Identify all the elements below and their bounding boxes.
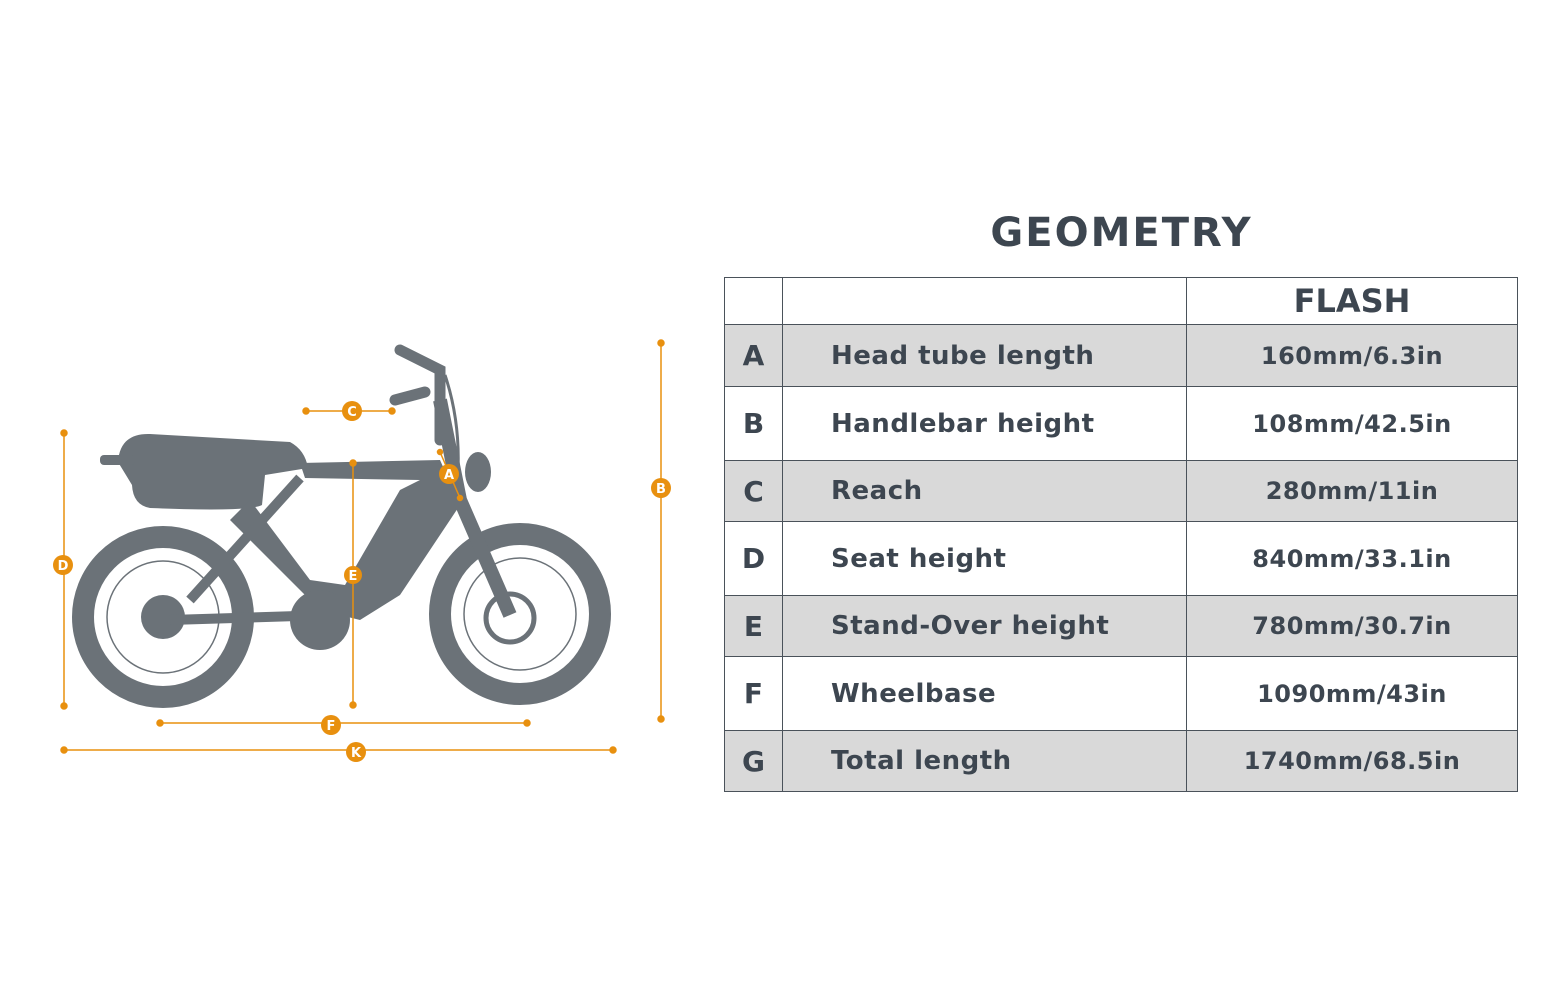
marker-b: B: [651, 478, 671, 498]
table-row: E Stand-Over height 780mm/30.7in: [724, 595, 1518, 657]
table-row: B Handlebar height 108mm/42.5in: [724, 386, 1518, 461]
front-wheel: [429, 523, 611, 705]
svg-text:D: D: [58, 559, 69, 574]
svg-text:A: A: [444, 468, 454, 483]
table-row: D Seat height 840mm/33.1in: [724, 521, 1518, 596]
svg-text:B: B: [656, 482, 666, 497]
marker-c: C: [342, 401, 362, 421]
frame: [230, 460, 460, 620]
svg-text:C: C: [347, 405, 357, 420]
seat: [118, 433, 308, 510]
model-header: FLASH: [1186, 277, 1518, 325]
marker-e: E: [344, 566, 362, 584]
table-row: G Total length 1740mm/68.5in: [724, 730, 1518, 792]
table-row: A Head tube length 160mm/6.3in: [724, 324, 1518, 387]
geometry-table: FLASH A Head tube length 160mm/6.3in B Hand…: [724, 277, 1518, 792]
marker-a: A: [439, 464, 459, 484]
svg-text:E: E: [349, 569, 358, 584]
marker-d: D: [53, 555, 73, 575]
svg-text:K: K: [351, 746, 362, 761]
dimension-lines: [60, 339, 665, 754]
page-title: GEOMETRY: [990, 210, 1253, 256]
bike-silhouette: [72, 344, 611, 708]
svg-text:F: F: [327, 719, 336, 734]
headlight: [465, 452, 491, 492]
dimension-markers: A B C D E F K: [53, 401, 671, 762]
table-header-row: FLASH: [724, 277, 1518, 325]
bike-geometry-diagram: A B C D E F K: [53, 339, 671, 762]
table-row: F Wheelbase 1090mm/43in: [724, 656, 1518, 731]
handlebar: [389, 344, 446, 446]
table-row: C Reach 280mm/11in: [724, 460, 1518, 522]
marker-f: F: [321, 715, 341, 735]
marker-k: K: [346, 742, 366, 762]
